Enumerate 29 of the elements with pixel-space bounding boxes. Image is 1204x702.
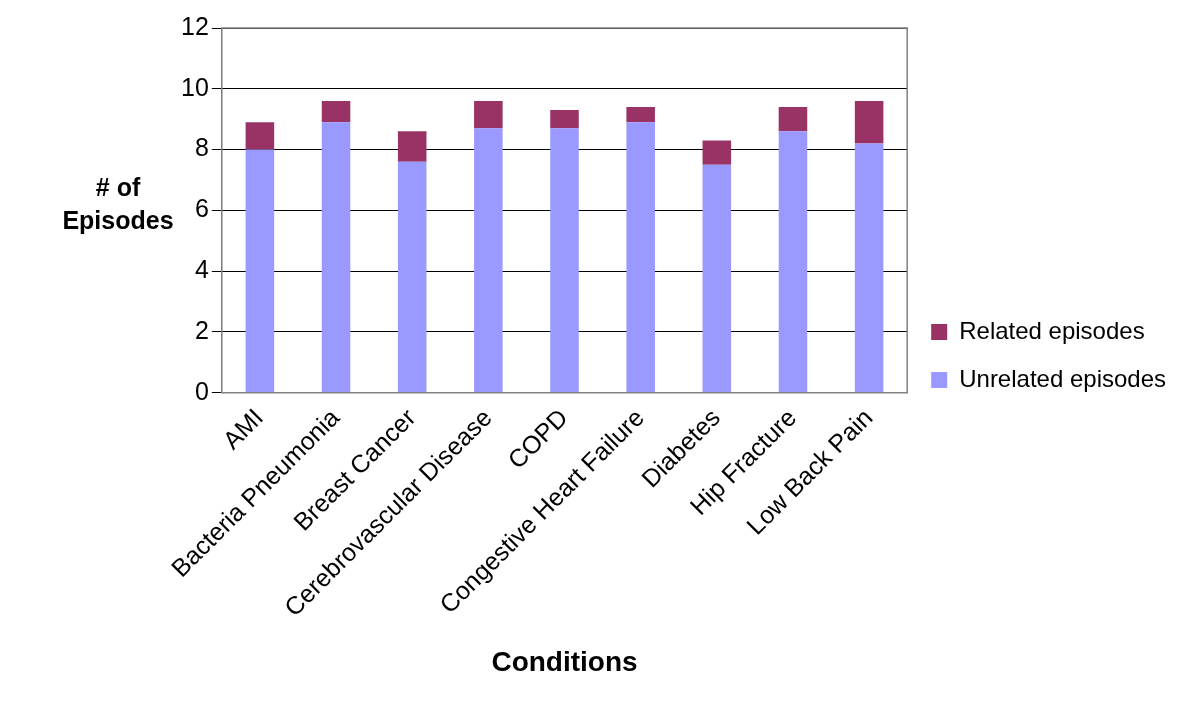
bar xyxy=(321,100,351,123)
bar xyxy=(626,122,655,393)
bar xyxy=(854,143,884,393)
y-tick-label: 10 xyxy=(181,72,209,101)
bar xyxy=(397,131,427,162)
y-tick-label: 8 xyxy=(194,133,209,162)
bar xyxy=(702,140,732,165)
bar xyxy=(474,100,503,129)
y-tick-label: 0 xyxy=(194,376,209,405)
y-tick-label: 2 xyxy=(194,315,209,344)
bar xyxy=(854,100,884,144)
bar xyxy=(550,128,579,393)
bar xyxy=(778,131,808,393)
bar xyxy=(702,164,732,393)
y-axis-title: # of Episodes xyxy=(62,172,174,234)
x-axis-title: Conditions xyxy=(491,645,638,677)
bar xyxy=(550,110,579,129)
y-tick-label: 6 xyxy=(194,194,209,223)
bar xyxy=(474,128,503,393)
legend-label: Unrelated episodes xyxy=(959,364,1167,392)
y-tick-label: 4 xyxy=(194,255,209,284)
bar xyxy=(245,149,275,393)
bar xyxy=(245,122,275,150)
bar xyxy=(397,161,427,393)
bar xyxy=(321,122,351,393)
y-tick-label: 12 xyxy=(181,11,209,40)
bar xyxy=(626,107,655,123)
bar xyxy=(778,107,808,132)
legend-label: Related episodes xyxy=(959,316,1145,344)
